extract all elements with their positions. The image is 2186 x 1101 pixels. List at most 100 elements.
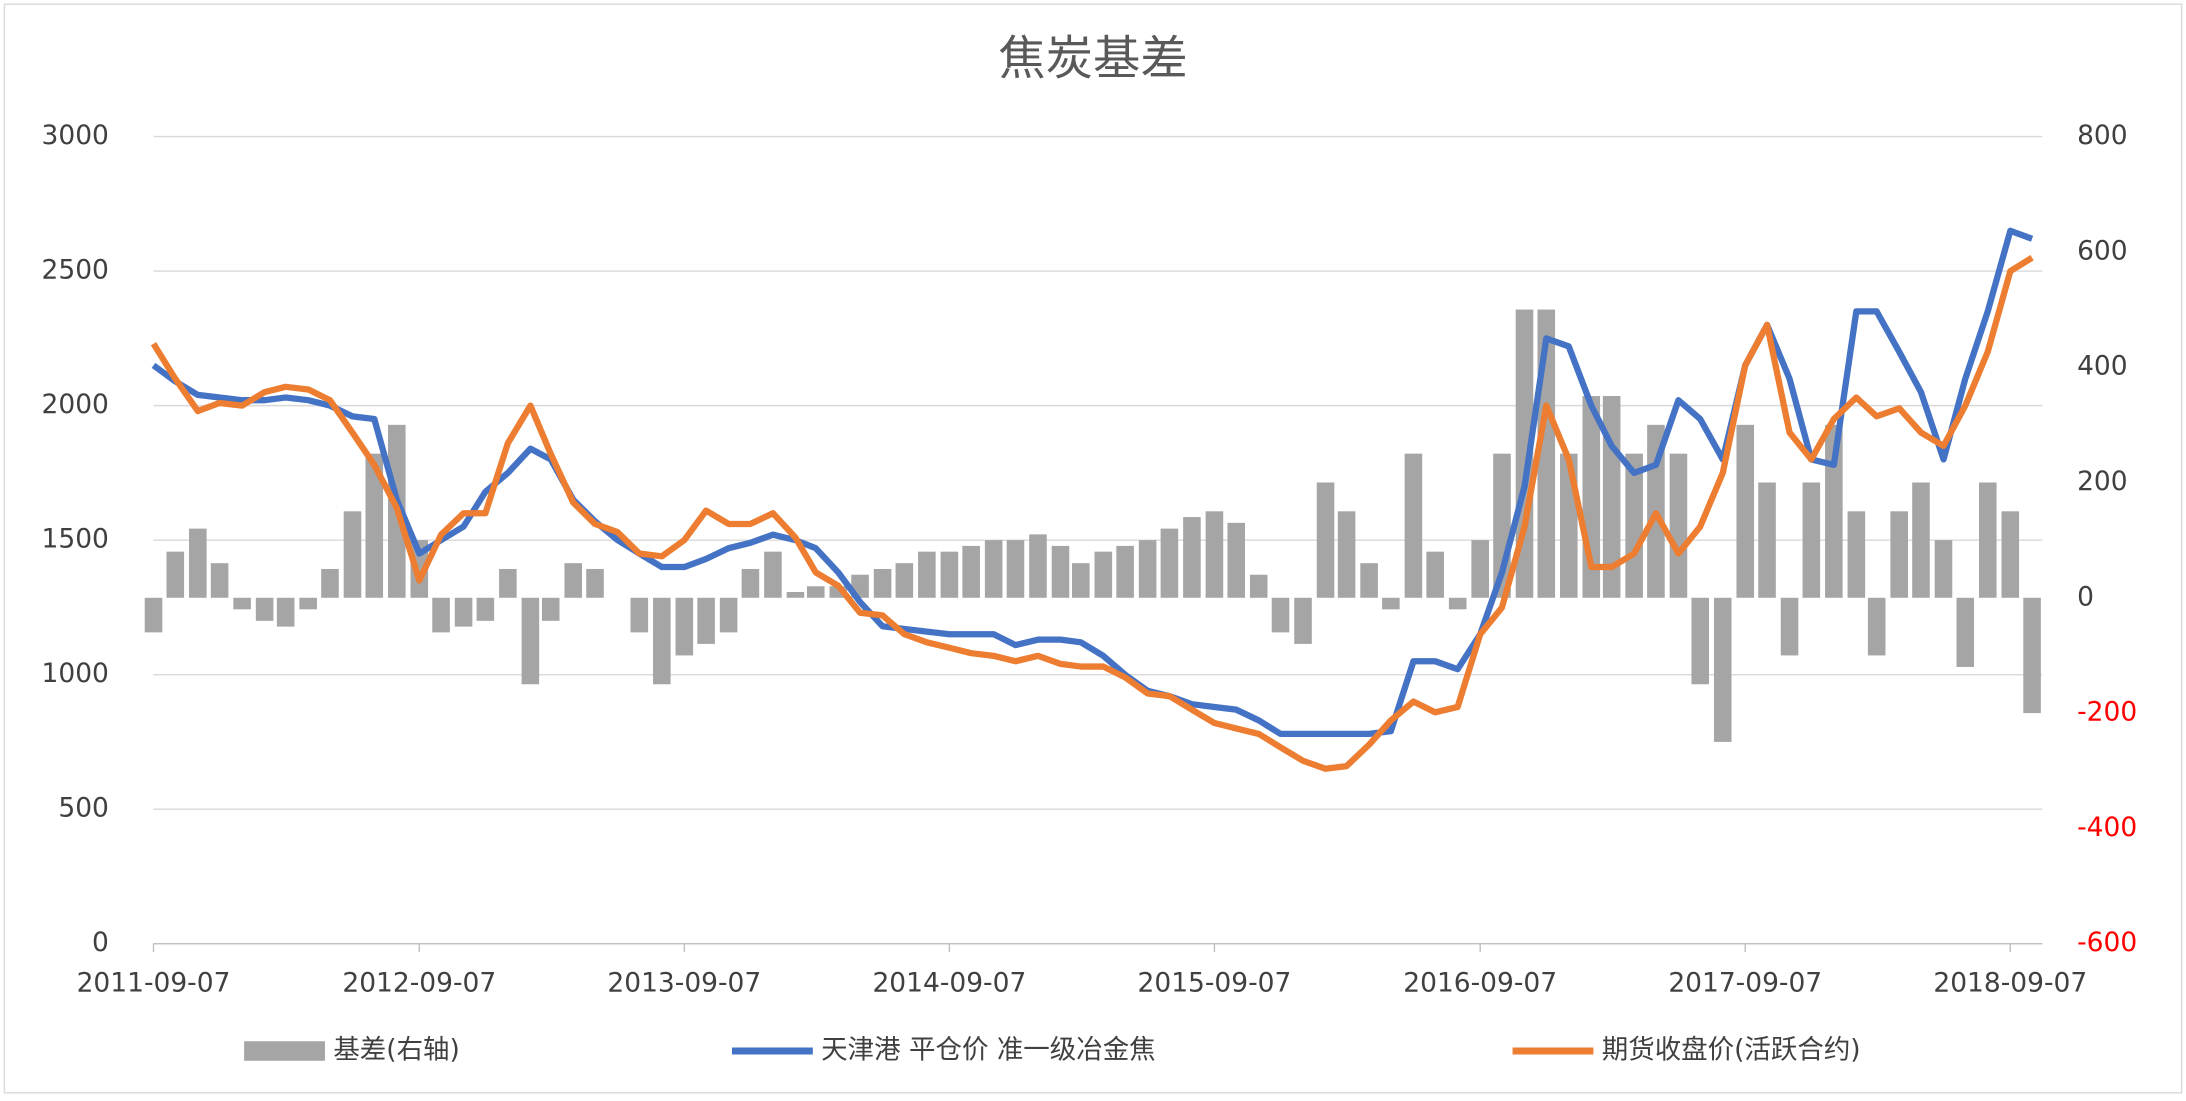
basis-bar <box>1160 528 1179 598</box>
basis-bar <box>1890 511 1908 598</box>
basis-bar <box>630 597 649 633</box>
basis-bar <box>321 568 339 598</box>
basis-bar <box>764 551 782 598</box>
basis-bar <box>1625 453 1643 598</box>
basis-bar <box>233 597 251 610</box>
basis-bar <box>741 568 760 598</box>
basis-bar <box>1271 597 1290 633</box>
basis-bar <box>299 597 317 610</box>
basis-bar <box>1029 534 1047 598</box>
basis-bar <box>255 597 274 621</box>
x-tick-label: 2011-09-07 <box>77 968 231 999</box>
legend-label: 期货收盘价(活跃合约) <box>1602 1035 1861 1066</box>
y2-tick-label: 0 <box>2077 581 2094 612</box>
basis-bar <box>1956 597 1975 667</box>
basis-bar <box>144 597 163 633</box>
y2-tick-label: -200 <box>2077 697 2137 728</box>
legend-label: 天津港 平仓价 准一级冶金焦 <box>821 1035 1155 1066</box>
x-tick-label: 2018-09-07 <box>1933 968 2087 999</box>
basis-bar <box>476 597 495 621</box>
x-tick-label: 2014-09-07 <box>872 968 1026 999</box>
basis-bar <box>586 568 604 598</box>
basis-bar <box>1382 597 1400 610</box>
basis-bar <box>1713 597 1732 742</box>
y2-tick-label: -400 <box>2077 812 2137 843</box>
basis-bar <box>454 597 473 627</box>
basis-bar <box>1183 517 1201 598</box>
basis-bar <box>1758 482 1776 598</box>
basis-bar <box>2023 597 2041 714</box>
y-tick-label: 500 <box>58 793 109 824</box>
basis-bar <box>410 540 429 598</box>
basis-bar <box>1138 540 1157 598</box>
basis-bar <box>873 568 892 598</box>
basis-bar <box>940 551 959 598</box>
basis-bar <box>1072 563 1090 598</box>
basis-bar <box>564 563 583 598</box>
basis-bar <box>1867 597 1886 656</box>
basis-bar <box>1006 540 1025 598</box>
basis-bar <box>1404 453 1423 598</box>
basis-bar <box>521 597 540 685</box>
basis-bar <box>541 597 560 621</box>
basis-bar <box>1249 574 1268 598</box>
basis-bar <box>276 597 295 627</box>
basis-bar <box>653 597 671 685</box>
basis-bar <box>806 586 825 598</box>
x-tick-label: 2015-09-07 <box>1138 968 1292 999</box>
y2-tick-label: 800 <box>2077 120 2128 151</box>
basis-bar <box>697 597 715 644</box>
basis-bar <box>1448 597 1467 610</box>
basis-bar <box>1825 424 1843 598</box>
y-tick-label: 2500 <box>42 255 109 286</box>
basis-bar <box>210 563 229 598</box>
basis-bar <box>1116 545 1134 598</box>
y-tick-label: 1500 <box>42 524 109 555</box>
basis-bar <box>1780 597 1799 656</box>
basis-bar <box>499 568 517 598</box>
basis-bar <box>432 597 450 633</box>
basis-bar <box>365 453 384 598</box>
y-tick-label: 0 <box>92 927 109 958</box>
basis-bar <box>1912 482 1930 598</box>
basis-bar <box>1979 482 1997 598</box>
y-tick-label: 2000 <box>42 389 109 420</box>
basis-bar <box>1426 551 1444 598</box>
basis-bar <box>829 586 848 598</box>
basis-bar <box>918 551 936 598</box>
y2-tick-label: 400 <box>2077 351 2128 382</box>
series-line <box>151 227 2034 738</box>
chart-title: 焦炭基差 <box>998 31 1188 86</box>
y2-tick-label: -600 <box>2077 927 2137 958</box>
basis-bar <box>1691 597 1710 685</box>
basis-bar <box>1051 545 1070 598</box>
legend-swatch <box>244 1041 325 1061</box>
basis-bar <box>1294 597 1312 644</box>
basis-bar <box>1205 511 1224 598</box>
basis-bar <box>1934 540 1953 598</box>
legend-label: 基差(右轴) <box>333 1035 460 1066</box>
basis-bar <box>675 597 694 656</box>
basis-bar <box>984 540 1003 598</box>
basis-bar <box>1847 511 1866 598</box>
x-tick-label: 2017-09-07 <box>1668 968 1822 999</box>
y-tick-label: 1000 <box>42 658 109 689</box>
basis-bar <box>1337 511 1356 598</box>
basis-bar <box>962 545 980 598</box>
basis-bar <box>189 528 207 598</box>
y2-tick-label: 200 <box>2077 466 2128 497</box>
x-tick-label: 2012-09-07 <box>342 968 496 999</box>
x-tick-label: 2016-09-07 <box>1403 968 1557 999</box>
basis-bar <box>1802 482 1821 598</box>
basis-bar <box>1360 563 1378 598</box>
basis-bar <box>166 551 185 598</box>
basis-bar <box>1736 424 1755 598</box>
basis-bar <box>343 511 362 598</box>
basis-bar <box>1316 482 1335 598</box>
basis-bar <box>2001 511 2020 598</box>
basis-bar <box>1515 309 1534 598</box>
basis-bar <box>1669 453 1688 598</box>
basis-bar <box>786 592 805 598</box>
y-tick-label: 3000 <box>42 120 109 151</box>
